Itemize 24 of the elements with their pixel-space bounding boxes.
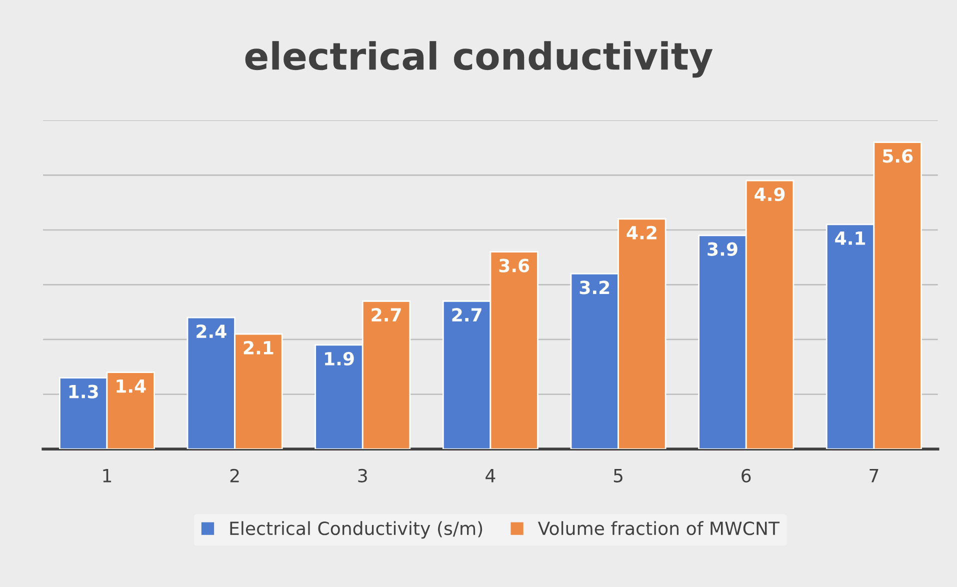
data-label: 1.3 <box>69 384 98 398</box>
chart-title: electrical conductivity <box>245 41 713 78</box>
data-label: 4.1 <box>835 232 866 245</box>
data-label: 3.6 <box>499 258 530 272</box>
legend-label: Volume fraction of MWCNT <box>538 521 780 536</box>
data-label: 1.4 <box>116 379 146 393</box>
data-label: 4.9 <box>754 188 785 202</box>
x-tick-label: 6 <box>742 468 751 482</box>
data-label: 4.2 <box>626 226 656 240</box>
data-label: 2.4 <box>196 324 226 338</box>
x-tick-label: 5 <box>614 469 622 482</box>
data-label: 1.9 <box>325 352 354 366</box>
x-tick-label: 7 <box>870 469 878 482</box>
data-label: 5.6 <box>882 149 913 163</box>
data-label: 3.2 <box>580 280 610 294</box>
legend-label: Electrical Conductivity (s/m) <box>230 521 482 539</box>
x-tick-label: 2 <box>230 468 239 482</box>
data-label: 3.9 <box>708 242 738 256</box>
x-tick-label: 3 <box>358 468 367 482</box>
x-tick-label: 4 <box>486 469 496 482</box>
data-label: 2.1 <box>244 340 274 354</box>
data-label: 2.7 <box>452 308 482 322</box>
data-label: 2.7 <box>372 308 401 322</box>
x-tick-label: 1 <box>103 469 112 482</box>
